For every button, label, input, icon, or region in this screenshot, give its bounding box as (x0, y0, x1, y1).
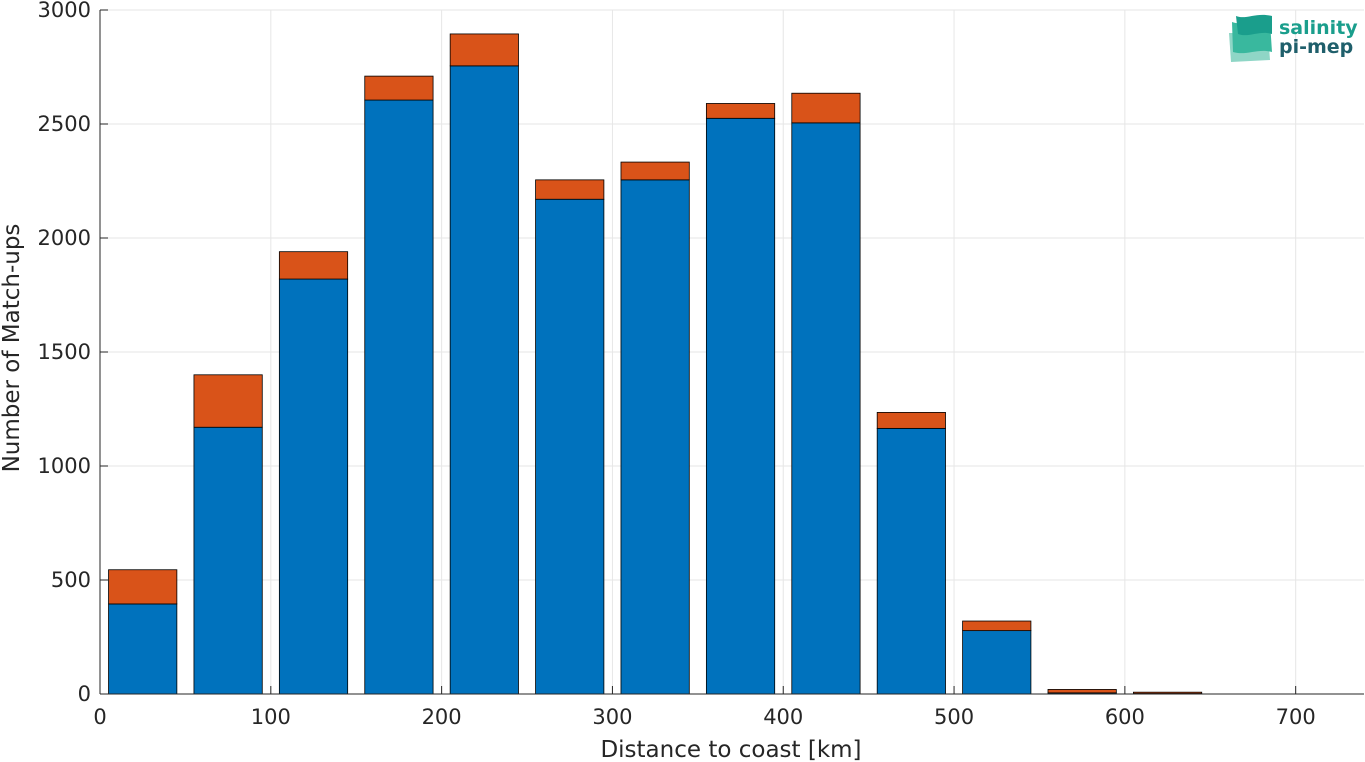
bars (108, 33, 1203, 695)
bar-segment-2 (193, 374, 263, 428)
bar-segment-2 (108, 569, 178, 605)
bar-segment-2 (535, 179, 605, 200)
x-tick-label: 100 (251, 705, 291, 729)
bar-segment-2 (791, 92, 861, 124)
x-tick-label: 500 (934, 705, 974, 729)
y-tick-label: 1500 (38, 340, 91, 364)
x-tick-label: 300 (592, 705, 632, 729)
y-tick-label: 2000 (38, 226, 91, 250)
y-tick-label: 1000 (38, 454, 91, 478)
bar-segment-2 (1133, 691, 1203, 694)
y-axis-title: Number of Match-ups (0, 224, 25, 473)
x-tick-label: 200 (422, 705, 462, 729)
y-tick-label: 3000 (38, 0, 91, 22)
bar-segment-2 (449, 33, 519, 67)
bar-segment-1 (193, 426, 263, 695)
bar-segment-2 (364, 75, 434, 101)
bar-segment-1 (705, 117, 776, 695)
bar-segment-2 (876, 412, 946, 429)
bar-segment-1 (791, 122, 861, 695)
bar-segment-1 (962, 630, 1032, 695)
y-tick-label: 500 (51, 568, 91, 592)
bar-segment-2 (705, 103, 776, 119)
bar-segment-1 (620, 179, 690, 695)
bar-segment-2 (1047, 689, 1117, 694)
bar-segment-1 (278, 278, 349, 695)
bar-segment-2 (278, 251, 349, 280)
x-tick-label: 400 (763, 705, 803, 729)
tick-labels: 0 100 200 300 400 500 600 700 0 500 1000 1500 2000 25… (38, 0, 1316, 729)
x-tick-label: 0 (93, 705, 106, 729)
bar-segment-1 (535, 198, 605, 695)
x-tick-label: 700 (1276, 705, 1316, 729)
bar-segment-1 (108, 603, 178, 695)
bar-segment-1 (364, 99, 434, 695)
salinity-pimep-logo: salinity pi-mep (1229, 14, 1358, 62)
x-tick-label: 600 (1105, 705, 1145, 729)
bar-segment-1 (449, 65, 519, 695)
x-axis-title: Distance to coast [km] (600, 737, 861, 762)
logo-line-2: pi-mep (1279, 36, 1353, 58)
logo-waves-icon (1229, 14, 1272, 62)
axes (99, 9, 1364, 695)
y-tick-label: 2500 (38, 112, 91, 136)
bar-segment-1 (876, 427, 946, 695)
bar-segment-2 (620, 161, 690, 181)
bar-segment-2 (962, 620, 1032, 632)
logo-line-1: salinity (1279, 17, 1358, 39)
y-tick-label: 0 (78, 682, 91, 706)
